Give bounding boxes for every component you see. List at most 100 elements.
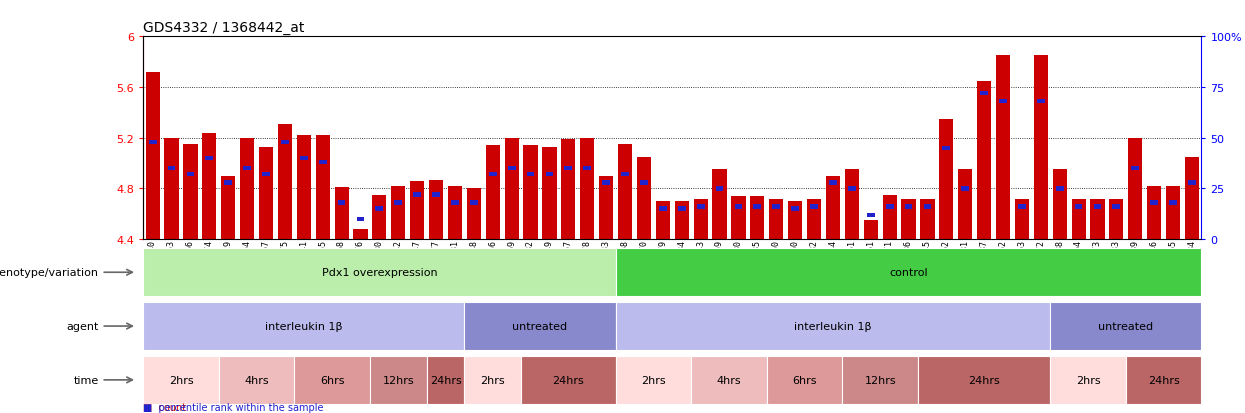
Bar <box>621 173 629 177</box>
Text: 4hrs: 4hrs <box>717 375 741 385</box>
Bar <box>504 138 519 240</box>
Text: 24hrs: 24hrs <box>969 375 1000 385</box>
Bar <box>1185 157 1199 240</box>
Text: ■  percentile rank within the sample: ■ percentile rank within the sample <box>143 402 324 412</box>
Bar <box>584 166 591 171</box>
Bar <box>1093 205 1102 209</box>
Bar <box>1167 186 1180 240</box>
Bar <box>522 356 615 404</box>
Bar <box>901 199 915 240</box>
Bar <box>1109 199 1123 240</box>
Bar <box>278 124 293 240</box>
Bar <box>356 217 365 221</box>
Bar <box>464 302 615 350</box>
Bar <box>615 249 1201 297</box>
Bar <box>410 181 425 240</box>
Bar <box>543 147 557 240</box>
Bar <box>603 180 610 185</box>
Bar <box>918 356 1051 404</box>
Bar <box>659 207 667 211</box>
Bar <box>1033 56 1048 240</box>
Bar <box>508 166 515 171</box>
Bar <box>961 187 969 191</box>
Bar <box>905 205 913 209</box>
Bar <box>640 180 647 185</box>
Bar <box>864 221 878 240</box>
Bar <box>1132 166 1139 171</box>
Text: 24hrs: 24hrs <box>553 375 584 385</box>
Bar <box>222 176 235 240</box>
Bar <box>615 302 1051 350</box>
Bar <box>337 201 346 205</box>
Bar <box>183 145 198 240</box>
Bar <box>1037 100 1045 104</box>
Bar <box>829 180 837 185</box>
Bar <box>1188 180 1196 185</box>
Text: 12hrs: 12hrs <box>382 375 415 385</box>
Bar <box>656 202 670 240</box>
Bar <box>335 188 349 240</box>
Bar <box>469 201 478 205</box>
Bar <box>545 173 553 177</box>
Bar <box>1056 187 1063 191</box>
Bar <box>467 189 481 240</box>
Text: 24hrs: 24hrs <box>430 375 462 385</box>
Bar <box>523 146 538 240</box>
Text: untreated: untreated <box>1098 321 1153 331</box>
Bar <box>1018 205 1026 209</box>
Bar <box>143 356 219 404</box>
Bar <box>767 356 843 404</box>
Bar <box>810 205 818 209</box>
Bar <box>143 249 615 297</box>
Bar <box>561 140 575 240</box>
Bar <box>489 173 497 177</box>
Bar <box>637 157 651 240</box>
Bar <box>1147 186 1162 240</box>
Bar <box>205 157 213 161</box>
Bar <box>618 145 632 240</box>
Bar <box>451 201 459 205</box>
Bar <box>259 147 273 240</box>
Text: 6hrs: 6hrs <box>320 375 345 385</box>
Bar <box>615 356 691 404</box>
Bar <box>867 213 875 218</box>
Text: 24hrs: 24hrs <box>1148 375 1179 385</box>
Bar <box>319 160 326 165</box>
Text: 2hrs: 2hrs <box>641 375 666 385</box>
Bar <box>843 356 918 404</box>
Bar <box>716 187 723 191</box>
Bar <box>959 170 972 240</box>
Bar <box>1169 201 1177 205</box>
Bar <box>788 202 802 240</box>
Bar <box>432 193 439 197</box>
Bar <box>939 119 954 240</box>
Bar <box>924 205 931 209</box>
Bar <box>1015 199 1028 240</box>
Bar <box>1128 138 1143 240</box>
Bar <box>1051 356 1125 404</box>
Text: ■  count: ■ count <box>143 402 187 412</box>
Bar <box>202 133 217 240</box>
Bar <box>769 199 783 240</box>
Bar <box>1051 302 1201 350</box>
Bar <box>1074 205 1082 209</box>
Bar <box>168 166 176 171</box>
Bar <box>697 205 705 209</box>
Text: untreated: untreated <box>513 321 568 331</box>
Bar <box>148 140 157 145</box>
Text: Pdx1 overexpression: Pdx1 overexpression <box>321 268 437 278</box>
Bar <box>294 356 370 404</box>
Bar <box>281 140 289 145</box>
Bar <box>845 170 859 240</box>
Bar <box>996 56 1010 240</box>
Bar <box>807 199 822 240</box>
Bar <box>391 186 406 240</box>
Bar <box>677 207 686 211</box>
Bar <box>675 202 688 240</box>
Text: time: time <box>73 375 98 385</box>
Text: 2hrs: 2hrs <box>168 375 193 385</box>
Text: genotype/variation: genotype/variation <box>0 268 98 278</box>
Bar <box>998 100 1007 104</box>
Bar <box>753 205 761 209</box>
Bar <box>825 176 840 240</box>
